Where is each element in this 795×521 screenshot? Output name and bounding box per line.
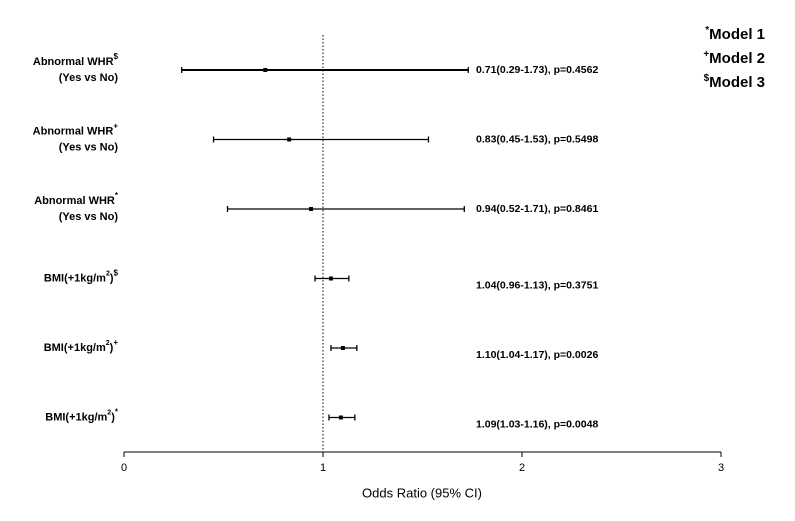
- row-label-power: 2: [106, 340, 110, 347]
- row-label-marker: *: [115, 408, 119, 417]
- row-label-power: 2: [106, 270, 110, 277]
- legend-symbol: $: [704, 73, 710, 84]
- row-label-marker: $: [114, 269, 119, 278]
- row-label-text: Abnormal WHR: [33, 56, 114, 68]
- row-label-line2: (Yes vs No): [59, 211, 119, 223]
- row-label-end: ): [111, 411, 115, 423]
- legend-text: Model 1: [709, 26, 765, 43]
- point-estimate: [263, 68, 268, 72]
- point-estimate: [309, 207, 314, 211]
- legend-text: Model 2: [709, 50, 765, 67]
- point-estimate: [328, 276, 333, 281]
- legend-entry: *Model 1: [705, 25, 765, 43]
- row-label-marker: +: [113, 122, 118, 131]
- row-label-text: BMI(+1kg/m: [44, 272, 106, 284]
- value-label: 0.71(0.29-1.73), p=0.4562: [476, 64, 598, 76]
- row-label-marker: +: [113, 338, 118, 347]
- row-label-power: 2: [107, 409, 111, 416]
- legend-entry: $Model 3: [704, 73, 765, 91]
- x-axis-label: Odds Ratio (95% CI): [362, 485, 482, 500]
- point-estimate: [287, 137, 292, 142]
- row-label: BMI(+1kg/m2)*: [45, 408, 119, 424]
- value-label: 0.94(0.52-1.71), p=0.8461: [476, 203, 598, 215]
- value-label: 0.83(0.45-1.53), p=0.5498: [476, 133, 598, 145]
- row-label-text: Abnormal WHR: [34, 195, 115, 207]
- row-label-end: ): [110, 272, 114, 284]
- value-label: 1.10(1.04-1.17), p=0.0026: [476, 349, 598, 361]
- x-tick-label: 2: [519, 462, 525, 474]
- row-label: BMI(+1kg/m2)+: [44, 338, 119, 354]
- legend-symbol: *: [705, 25, 709, 36]
- row-label-line2: (Yes vs No): [59, 72, 119, 84]
- x-tick-label: 0: [121, 462, 127, 474]
- value-label: 1.09(1.03-1.16), p=0.0048: [476, 418, 598, 430]
- legend-symbol: +: [703, 49, 709, 60]
- x-tick-label: 3: [718, 462, 724, 474]
- legend-text: Model 3: [709, 74, 765, 91]
- row-label-end: ): [110, 342, 114, 354]
- row-label: Abnormal WHR$: [33, 52, 119, 68]
- row-label: Abnormal WHR+: [33, 122, 119, 138]
- row-label-text: Abnormal WHR: [33, 125, 114, 137]
- row-label-text: BMI(+1kg/m: [44, 342, 106, 354]
- row-label: BMI(+1kg/m2)$: [44, 269, 119, 285]
- point-estimate: [338, 415, 343, 420]
- row-label-text: BMI(+1kg/m: [45, 411, 107, 423]
- point-estimate: [340, 346, 345, 350]
- row-label-marker: *: [115, 191, 119, 200]
- row-label-line2: (Yes vs No): [59, 141, 119, 153]
- value-label: 1.04(0.96-1.13), p=0.3751: [476, 279, 598, 291]
- row-label-marker: $: [114, 52, 119, 61]
- legend-entry: +Model 2: [703, 49, 765, 67]
- x-tick-label: 1: [320, 462, 326, 474]
- row-label: Abnormal WHR*: [34, 191, 119, 207]
